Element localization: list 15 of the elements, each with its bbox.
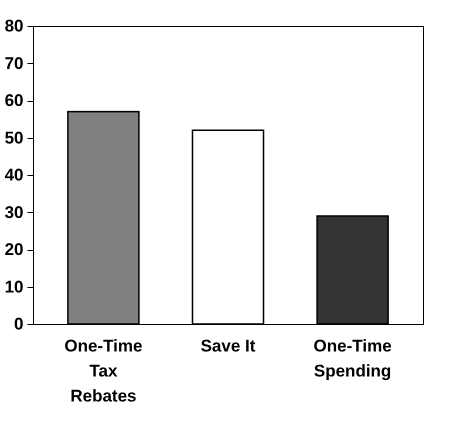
y-tick-label: 70 (4, 54, 24, 73)
y-tick-label: 30 (4, 202, 24, 222)
y-tick-label: 20 (4, 240, 24, 259)
y-tick-label: 0 (14, 314, 24, 334)
x-tick-label: One-Time Spending (314, 336, 392, 380)
bar (192, 130, 264, 325)
y-tick-label: 40 (4, 166, 24, 184)
bar (316, 215, 389, 325)
y-tick-label: 10 (4, 277, 24, 296)
y-tick-label: 50 (4, 128, 24, 148)
x-tick-label: Save It (200, 336, 256, 356)
bar (67, 110, 140, 325)
y-tick-label: 80 (4, 16, 24, 36)
y-tick-label: 60 (4, 91, 24, 110)
x-tick-label: One-Time Tax Rebates (64, 336, 142, 406)
